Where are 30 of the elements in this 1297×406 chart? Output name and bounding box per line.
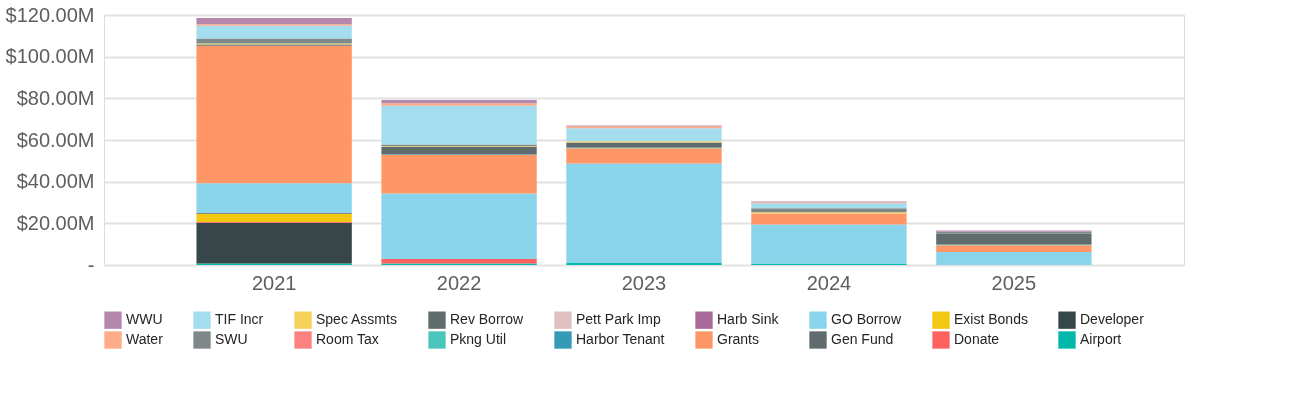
x-tick-label: 2025 bbox=[991, 271, 1037, 294]
x-tick-label: 2023 bbox=[621, 271, 667, 294]
legend-label: Harbor Tenant bbox=[576, 331, 665, 347]
legend-label: Airport bbox=[1080, 331, 1122, 347]
legend-label: TIF Incr bbox=[215, 311, 264, 328]
legend-label: Pett Park Imp bbox=[576, 311, 662, 328]
y-tick-label: $20.00M bbox=[16, 211, 95, 234]
legend-label: Exist Bonds bbox=[954, 311, 1028, 328]
legend-label: GO Borrow bbox=[831, 311, 902, 328]
x-tick-label: 2022 bbox=[436, 271, 482, 294]
y-tick-label: $40.00M bbox=[16, 170, 95, 193]
legend-label: Gen Fund bbox=[831, 331, 894, 347]
legend-label: Harb Sink bbox=[717, 311, 780, 328]
legend-label: WWU bbox=[126, 311, 163, 328]
legend-label: SWU bbox=[215, 331, 248, 347]
y-tick-label: $120.00M bbox=[5, 3, 95, 26]
legend-label: Pkng Util bbox=[450, 331, 507, 347]
legend-label: Donate bbox=[954, 331, 1000, 347]
y-tick-label: $80.00M bbox=[16, 86, 95, 109]
x-tick-label: 2024 bbox=[806, 271, 852, 294]
legend-label: Developer bbox=[1080, 311, 1145, 328]
y-tick-label: $100.00M bbox=[5, 45, 95, 68]
y-tick-label: $60.00M bbox=[16, 128, 95, 151]
legend-label: Room Tax bbox=[316, 331, 379, 347]
x-tick-label: 2021 bbox=[251, 271, 297, 294]
legend-label: Grants bbox=[717, 331, 760, 347]
legend-label: Rev Borrow bbox=[450, 311, 525, 328]
legend-label: Water bbox=[126, 331, 164, 347]
legend-label: Spec Assmts bbox=[316, 311, 397, 328]
y-tick-label: - bbox=[87, 253, 95, 276]
